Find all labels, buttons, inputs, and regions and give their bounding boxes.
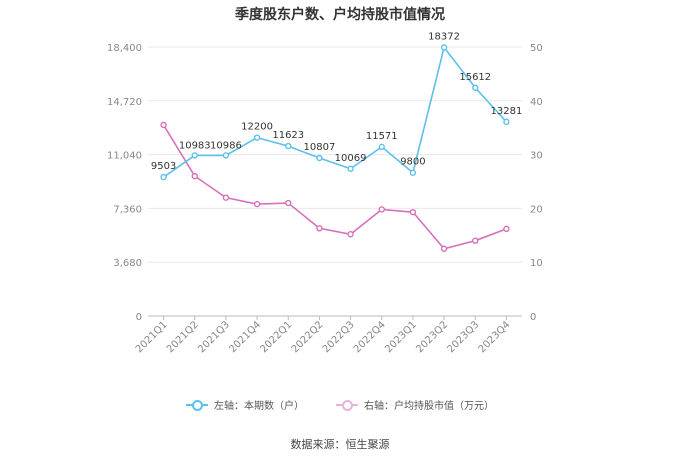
left-series-point (316, 154, 323, 162)
left-series-point (503, 118, 510, 126)
left-series-line (163, 45, 508, 178)
left-data-label: 13281 (491, 106, 523, 117)
left-series-point (472, 84, 479, 91)
legend-right-marker-icon (336, 399, 358, 411)
x-tick-label: 2022Q2 (290, 319, 326, 355)
legend-item-right-series[interactable]: 右轴：户均持股市值（万元） (336, 397, 494, 412)
right-axis: 0 10 20 30 40 50 (530, 43, 543, 323)
left-data-label: 11571 (366, 131, 398, 142)
x-tick-label: 2023Q4 (477, 319, 513, 355)
right-series-point (316, 225, 323, 232)
legend-right-label: 右轴：户均持股市值（万元） (364, 401, 494, 412)
left-series-point (378, 143, 385, 151)
right-tick-label: 0 (530, 312, 536, 323)
right-series-point (191, 172, 198, 180)
left-tick-label: 0 (136, 312, 142, 323)
left-data-label: 10069 (335, 153, 367, 164)
left-tick-label: 11,040 (107, 151, 142, 162)
left-tick-label: 14,720 (107, 97, 142, 108)
right-series-point (440, 245, 448, 252)
right-series-point (347, 231, 354, 238)
legend-left-label: 左轴：本期数（户） (214, 401, 304, 412)
chart-title: 季度股东户数、户均持股市值情况 (235, 7, 445, 23)
left-data-label: 9800 (400, 157, 425, 168)
right-series-point (409, 208, 417, 216)
left-series-point (222, 152, 230, 159)
right-series-line (162, 124, 507, 250)
legend: 左轴：本期数（户） 右轴：户均持股市值（万元） (0, 397, 680, 412)
left-data-label: 15612 (459, 72, 491, 83)
left-series-point (440, 44, 448, 51)
left-data-label: 10807 (304, 142, 336, 153)
right-series-point (253, 200, 261, 208)
left-data-label: 18372 (428, 31, 460, 42)
left-series-point (347, 165, 354, 172)
left-tick-label: 7,360 (113, 204, 142, 215)
left-data-label: 10986 (210, 140, 242, 151)
left-data-label: 10983 (179, 140, 211, 151)
right-series-point (472, 237, 479, 244)
x-tick-label: 2021Q4 (227, 319, 263, 355)
x-tick-label: 2021Q3 (196, 319, 232, 355)
left-series-point (191, 152, 198, 159)
right-series-point (285, 199, 292, 207)
x-axis: 2021Q12021Q22021Q32021Q42022Q12022Q22022… (134, 315, 522, 355)
x-tick-label: 2021Q1 (134, 319, 170, 355)
left-series-point (285, 142, 292, 150)
left-tick-label: 3,680 (113, 258, 142, 269)
right-tick-label: 30 (530, 151, 543, 162)
left-data-label: 12200 (241, 122, 273, 133)
x-tick-label: 2022Q3 (321, 319, 357, 355)
left-series-point (160, 173, 167, 181)
left-axis: 0 3,680 7,360 11,040 14,720 18,400 (107, 43, 142, 323)
right-tick-label: 40 (530, 97, 543, 108)
left-series-point (253, 134, 261, 141)
right-series-point (222, 194, 230, 201)
x-tick-label: 2022Q1 (259, 319, 295, 355)
right-series-point (378, 206, 385, 213)
right-series-point (160, 121, 167, 129)
legend-left-marker-icon (186, 399, 208, 411)
series-lines (160, 44, 510, 252)
legend-item-left-series[interactable]: 左轴：本期数（户） (186, 397, 304, 412)
x-tick-label: 2023Q2 (414, 319, 450, 355)
right-series-point (503, 225, 510, 233)
x-tick-label: 2021Q2 (165, 319, 201, 355)
left-tick-label: 18,400 (107, 43, 142, 54)
left-data-label: 11623 (272, 130, 304, 141)
right-tick-label: 20 (530, 204, 543, 215)
left-series-point (409, 169, 417, 176)
x-tick-label: 2023Q3 (446, 319, 482, 355)
grid-lines (148, 46, 522, 263)
x-tick-label: 2022Q4 (352, 319, 388, 355)
right-tick-label: 10 (530, 258, 543, 269)
data-source: 数据来源：恒生聚源 (290, 438, 390, 451)
left-data-label: 9503 (151, 161, 176, 172)
right-tick-label: 50 (530, 43, 543, 54)
x-tick-label: 2023Q1 (383, 319, 419, 355)
